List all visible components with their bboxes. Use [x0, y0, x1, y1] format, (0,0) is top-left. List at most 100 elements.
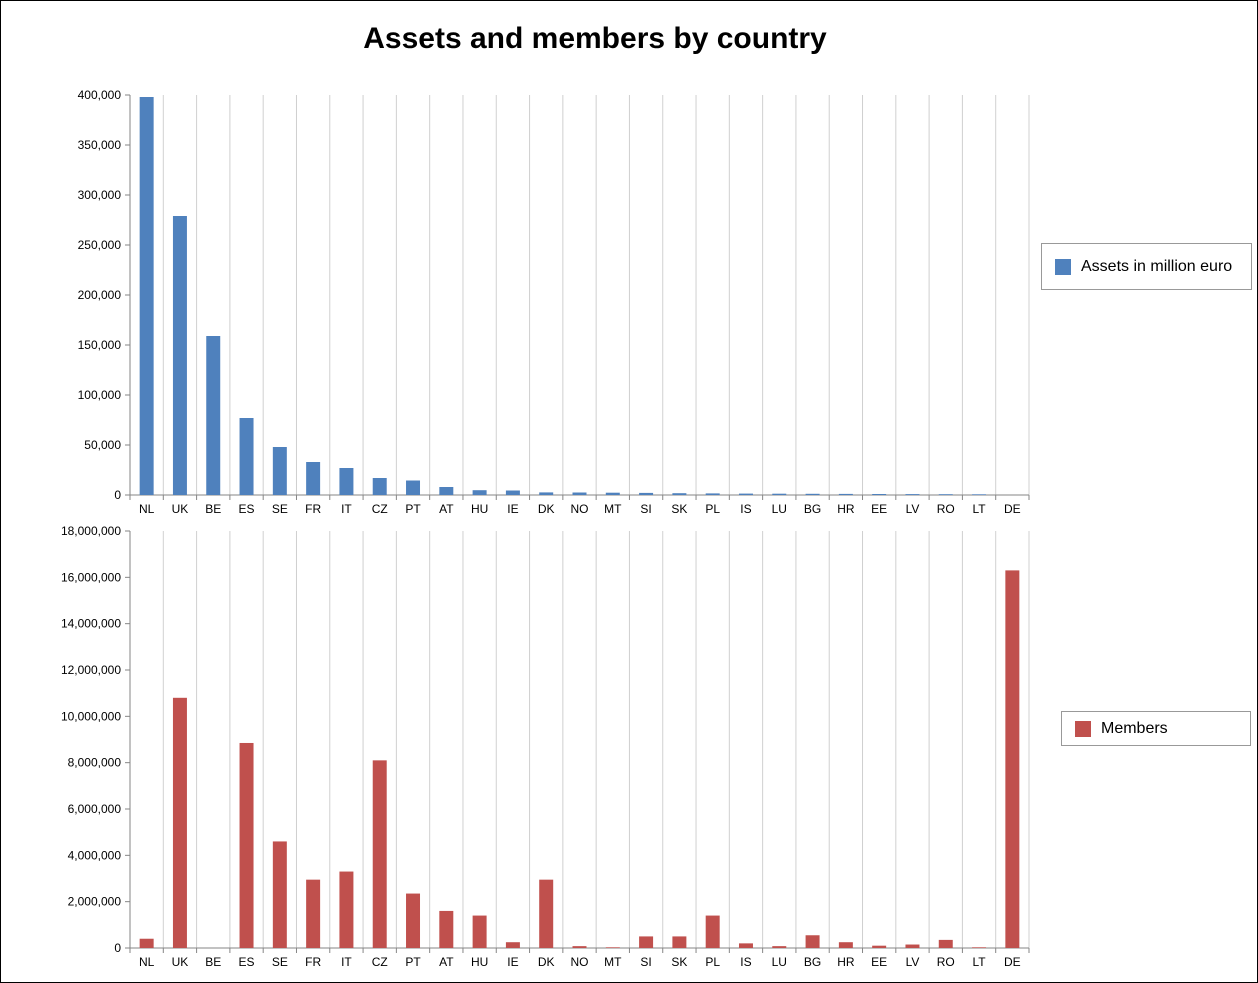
assets-x-tick-label: IT [341, 502, 352, 516]
members-x-tick-label: HU [471, 955, 488, 969]
members-x-tick-label: IS [740, 955, 751, 969]
assets-bar [505, 490, 520, 495]
assets-bar [872, 494, 887, 495]
members-x-tick-label: ES [239, 955, 255, 969]
assets-x-tick-label: LV [906, 502, 920, 516]
assets-x-tick-label: DK [538, 502, 555, 516]
assets-bar [572, 492, 587, 495]
assets-bar [272, 447, 287, 495]
members-bar [539, 879, 554, 948]
members-bar [139, 938, 154, 948]
assets-bar [938, 494, 953, 495]
assets-x-tick-label: FR [305, 502, 321, 516]
assets-x-tick-label: IS [740, 502, 751, 516]
assets-bar [539, 492, 554, 495]
members-x-tick-label: BE [205, 955, 221, 969]
members-y-tick-label: 18,000,000 [61, 524, 121, 538]
members-x-tick-label: SE [272, 955, 288, 969]
assets-x-tick-label: NL [139, 502, 155, 516]
members-x-tick-label: AT [439, 955, 454, 969]
assets-x-tick-label: HR [837, 502, 855, 516]
assets-y-tick-label: 300,000 [78, 188, 122, 202]
assets-bar [472, 490, 487, 495]
assets-x-tick-label: SE [272, 502, 288, 516]
members-x-tick-label: SI [640, 955, 651, 969]
members-bar [505, 942, 520, 948]
members-bar [406, 893, 421, 948]
assets-x-tick-label: HU [471, 502, 488, 516]
members-x-tick-label: DK [538, 955, 555, 969]
members-bar [705, 915, 720, 948]
members-x-tick-label: LU [772, 955, 787, 969]
members-bar [439, 910, 454, 948]
assets-y-tick-label: 0 [114, 488, 121, 502]
assets-x-tick-label: NO [571, 502, 589, 516]
assets-bar [372, 478, 387, 495]
assets-x-tick-label: IE [507, 502, 518, 516]
assets-bar [406, 480, 421, 495]
assets-x-tick-label: DE [1004, 502, 1021, 516]
assets-x-tick-label: PL [705, 502, 720, 516]
members-bar [639, 936, 654, 948]
assets-x-tick-label: LT [972, 502, 986, 516]
members-x-tick-label: RO [937, 955, 955, 969]
members-bar [972, 947, 987, 948]
members-bar [1005, 570, 1020, 948]
assets-bar [605, 492, 620, 495]
assets-x-tick-label: UK [172, 502, 189, 516]
members-bar [172, 697, 187, 948]
assets-x-tick-label: ES [239, 502, 255, 516]
assets-x-tick-label: BE [205, 502, 221, 516]
members-bar [805, 935, 820, 948]
assets-bar [705, 493, 720, 495]
members-x-tick-label: SK [671, 955, 687, 969]
members-x-tick-label: FR [305, 955, 321, 969]
members-x-tick-label: EE [871, 955, 887, 969]
chart-title: Assets and members by country [363, 22, 827, 55]
members-y-tick-label: 8,000,000 [68, 756, 122, 770]
assets-bar [738, 493, 753, 495]
members-y-tick-label: 16,000,000 [61, 570, 121, 584]
assets-x-tick-label: CZ [372, 502, 388, 516]
members-bar [272, 841, 287, 948]
members-x-tick-label: NL [139, 955, 155, 969]
members-legend-label: Members [1101, 719, 1168, 737]
assets-legend: Assets in million euro [1041, 243, 1252, 290]
members-bar [938, 939, 953, 948]
assets-y-tick-label: 400,000 [78, 88, 122, 102]
assets-bar [672, 493, 687, 495]
members-legend: Members [1061, 711, 1251, 746]
members-x-tick-label: PL [705, 955, 720, 969]
assets-x-tick-label: BG [804, 502, 821, 516]
members-x-tick-label: LT [972, 955, 986, 969]
members-y-tick-label: 12,000,000 [61, 663, 121, 677]
assets-x-tick-label: PT [405, 502, 421, 516]
assets-bar [639, 492, 654, 495]
members-bar [239, 742, 254, 948]
members-bar [605, 947, 620, 948]
members-bar [372, 760, 387, 948]
members-y-tick-label: 4,000,000 [68, 848, 122, 862]
assets-x-tick-label: AT [439, 502, 454, 516]
members-x-tick-label: LV [906, 955, 920, 969]
members-x-tick-label: CZ [372, 955, 388, 969]
members-y-tick-label: 14,000,000 [61, 617, 121, 631]
members-bar [339, 871, 354, 948]
assets-y-tick-label: 50,000 [84, 438, 121, 452]
assets-bar [972, 494, 987, 495]
assets-legend-swatch [1055, 258, 1071, 275]
members-chart: 0 2,000,000 4,000,000 6,000,000 8,000,000 10,… [61, 524, 1030, 969]
assets-bar [206, 336, 221, 495]
members-x-tick-label: NO [571, 955, 589, 969]
members-x-tick-label: HR [837, 955, 855, 969]
assets-bar [772, 493, 787, 495]
assets-y-tick-label: 200,000 [78, 288, 122, 302]
members-bar [306, 879, 321, 948]
assets-bar [439, 487, 454, 495]
members-bar [772, 946, 787, 948]
assets-bar [805, 493, 820, 495]
assets-bar [172, 216, 187, 495]
members-bar [738, 943, 753, 948]
members-x-tick-label: PT [405, 955, 421, 969]
members-bar [872, 945, 887, 948]
